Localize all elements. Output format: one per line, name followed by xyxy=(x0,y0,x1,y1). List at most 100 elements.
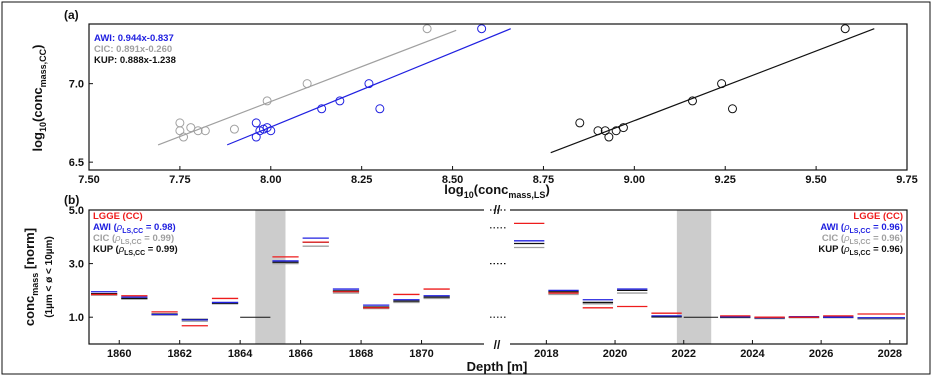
panel-b-y-ticks: 1.0 3.0 5.0 xyxy=(69,205,93,324)
data-point xyxy=(422,24,432,34)
data-point xyxy=(251,118,261,128)
depth-interval-right xyxy=(548,289,579,296)
panel-b-axis-break: //// xyxy=(484,203,510,352)
data-point xyxy=(186,123,196,133)
depth-interval-right xyxy=(857,313,905,320)
y-tick-label: 7.0 xyxy=(69,79,84,91)
x-tick-label: 9.25 xyxy=(715,174,736,186)
data-point xyxy=(262,96,272,106)
legend-entry: CIC (ρLS,CC = 0.96) xyxy=(822,233,903,246)
depth-interval-right xyxy=(720,315,751,319)
x-tick-label: 7.50 xyxy=(78,174,99,186)
depth-interval-left xyxy=(272,256,299,265)
series-0 xyxy=(226,24,511,146)
x-tick-label: 9.75 xyxy=(896,174,917,186)
data-point xyxy=(200,126,210,136)
depth-interval-right xyxy=(617,288,648,308)
panel-a-plot-area xyxy=(88,23,908,171)
depth-interval-right xyxy=(754,316,785,320)
x-tick-label: 1862 xyxy=(167,348,191,360)
x-tick-label: 7.75 xyxy=(169,174,190,186)
depth-interval-right xyxy=(823,315,854,319)
legend-entry: LGGE (CC) xyxy=(853,211,903,222)
x-tick-label: 2024 xyxy=(740,348,765,360)
shaded-region-right xyxy=(676,210,712,344)
shaded-region-left xyxy=(255,210,286,344)
data-point xyxy=(251,132,261,142)
data-point xyxy=(364,79,374,89)
data-point xyxy=(335,96,345,106)
depth-interval-left xyxy=(91,291,118,296)
data-point xyxy=(618,123,628,133)
data-point xyxy=(302,79,312,89)
depth-interval-left xyxy=(211,297,239,305)
depth-interval-right xyxy=(582,299,614,309)
x-tick-label: 9.50 xyxy=(805,174,826,186)
panel-a: (a) 7.50 7.75 8.00 8.25 8.50 8.75 9.00 9.25 9.50… xyxy=(30,8,918,200)
series-2 xyxy=(550,24,875,154)
legend-entry: AWI (ρLS,CC = 0.98) xyxy=(93,222,176,235)
x-tick-label: 2022 xyxy=(671,348,695,360)
panel-b-shaded-regions xyxy=(255,210,712,344)
data-point xyxy=(179,132,189,142)
data-point xyxy=(611,126,621,136)
x-tick-label: 9.00 xyxy=(624,174,645,186)
panel-b-legend-left: LGGE (CC)AWI (ρLS,CC = 0.98)CIC (ρLS,CC … xyxy=(93,211,178,257)
data-point xyxy=(593,126,603,136)
break-mark-bottom: // xyxy=(494,338,501,352)
x-tick-label: 2018 xyxy=(534,348,558,360)
panel-a-marks xyxy=(157,24,875,154)
depth-interval-left xyxy=(332,288,360,294)
data-point xyxy=(193,126,203,136)
data-point xyxy=(575,118,585,128)
panel-a-y-axis-label: log10(concmass,CC) xyxy=(30,44,48,151)
depth-interval-left xyxy=(302,237,329,247)
data-point xyxy=(717,79,727,89)
x-tick-label: 1870 xyxy=(409,348,433,360)
legend-entry: AWI (ρLS,CC = 0.96) xyxy=(820,222,903,235)
panel-a-x-ticks: 7.50 7.75 8.00 8.25 8.50 8.75 9.00 9.25 9.50 9.75 xyxy=(78,166,918,186)
data-point xyxy=(604,132,614,142)
y-tick-label: 5.0 xyxy=(69,205,84,217)
y-tick-label: 3.0 xyxy=(69,259,84,271)
series-1 xyxy=(157,24,457,146)
depth-interval-left xyxy=(393,293,420,304)
fit-line xyxy=(550,28,875,154)
panel-a-label: (a) xyxy=(64,8,79,22)
x-tick-label: 2020 xyxy=(603,348,627,360)
x-tick-label: 1864 xyxy=(228,348,253,360)
depth-interval-left xyxy=(423,288,450,300)
x-tick-label: 2028 xyxy=(878,348,902,360)
data-point xyxy=(727,104,737,114)
y-tick-label: 1.0 xyxy=(69,312,84,324)
depth-interval-left xyxy=(121,295,148,300)
legend-entry: CIC: 0.891x-0.260 xyxy=(94,44,172,55)
x-tick-label: 8.75 xyxy=(533,174,554,186)
panel-b-x-ticks: 1860 1862 1864 1866 1868 1870 2018 2020 2022 2024… xyxy=(107,340,902,360)
data-point xyxy=(840,24,850,34)
data-point xyxy=(229,124,239,134)
panel-b: (b) //// 1860 1862 1864 1866 1868 1870 2018 202… xyxy=(22,193,908,374)
data-point xyxy=(266,126,276,136)
depth-interval-left xyxy=(151,311,178,316)
depth-interval-left xyxy=(181,318,208,327)
fit-line xyxy=(226,28,511,146)
legend-entry: KUP (ρLS,CC = 0.99) xyxy=(93,244,178,257)
x-tick-label: 1860 xyxy=(107,348,131,360)
depth-interval-left xyxy=(363,304,390,310)
panel-b-marks xyxy=(91,222,905,327)
panel-a-x-axis-label: log10(concmass,LS) xyxy=(444,182,550,200)
data-point xyxy=(477,24,487,34)
legend-entry: AWI: 0.944x-0.837 xyxy=(94,33,174,44)
x-tick-label: 8.25 xyxy=(351,174,372,186)
panel-a-y-ticks: 6.5 7.0 xyxy=(69,79,93,169)
panel-b-x-axis-label: Depth [m] xyxy=(467,359,528,374)
panel-b-legend-right: LGGE (CC)AWI (ρLS,CC = 0.96)CIC (ρLS,CC … xyxy=(818,211,903,257)
x-tick-label: 8.00 xyxy=(260,174,281,186)
legend-entry: KUP: 0.888x-1.238 xyxy=(94,55,176,66)
depth-interval-right xyxy=(651,312,682,318)
panel-b-y-axis-sublabel: (1µm < ø < 10µm) xyxy=(44,236,55,318)
x-tick-label: 2026 xyxy=(809,348,833,360)
